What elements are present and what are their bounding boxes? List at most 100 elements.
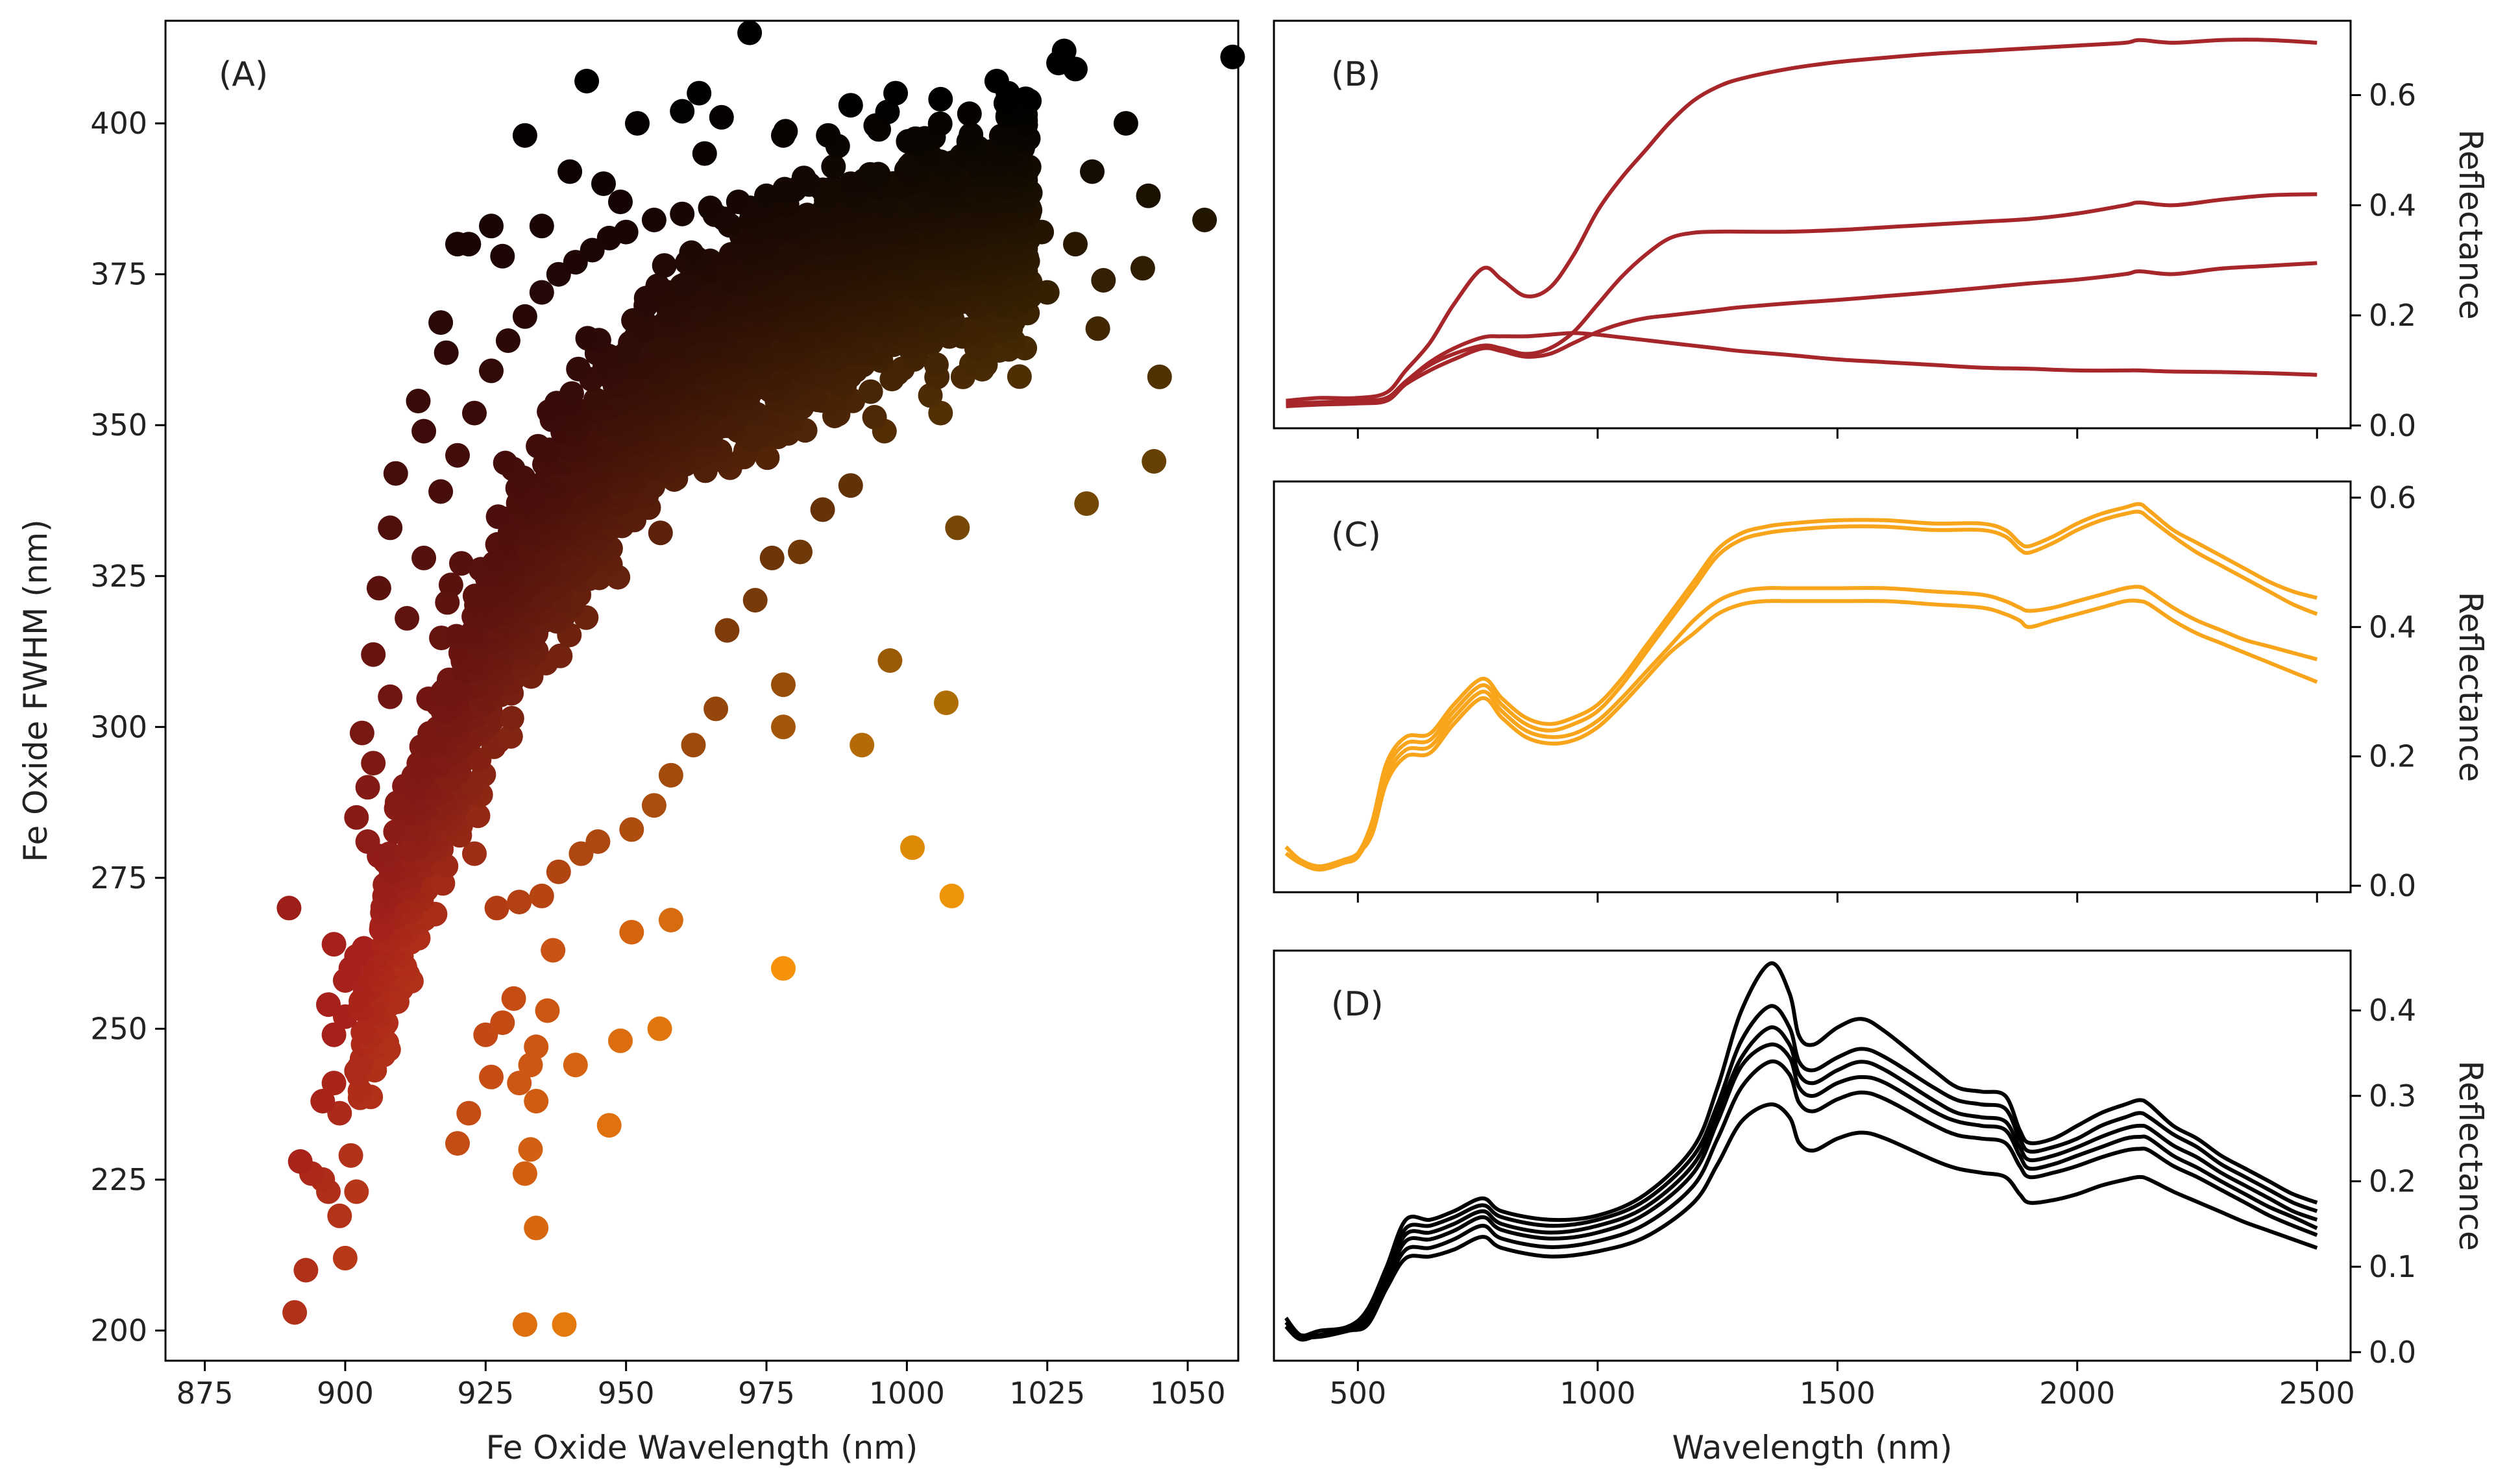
panel-c-axes: 0.0 0.2 0.4 0.6 [1356, 480, 2416, 903]
scatter-point [310, 1089, 336, 1113]
scatter-point [698, 195, 723, 221]
scatter-point [591, 171, 616, 197]
scatter-point [1051, 38, 1077, 64]
spectrum-line-spectrum-4 [1284, 1042, 2318, 1339]
scatter-point [883, 80, 909, 106]
scatter-point [559, 381, 584, 406]
scatter-point [462, 841, 487, 866]
scatter-point [293, 1258, 319, 1283]
scatter-point [816, 123, 841, 148]
scatter-point [479, 358, 504, 383]
scatter-point [771, 714, 796, 740]
x-tick-label: 950 [598, 1376, 655, 1411]
scatter-point [641, 208, 666, 232]
scatter-point [366, 576, 391, 601]
x-tick-label: 2000 [2039, 1376, 2115, 1411]
y-tick-label: 0.0 [2369, 868, 2416, 903]
scatter-point [438, 572, 463, 598]
scatter-point [351, 936, 376, 961]
scatter-point [647, 1016, 672, 1041]
scatter-point [934, 690, 959, 716]
scatter-point [378, 684, 403, 709]
scatter-point [838, 473, 863, 498]
scatter-point [619, 817, 644, 842]
y-tick-label: 225 [90, 1162, 147, 1197]
panel-b-label: (B) [1331, 55, 1380, 94]
scatter-point [512, 1161, 537, 1186]
y-tick-label: 0.0 [2369, 1335, 2416, 1370]
x-tick-label: 1025 [1009, 1376, 1085, 1411]
scatter-point [585, 829, 611, 854]
scatter-point [1091, 268, 1116, 293]
scatter-point [658, 908, 683, 932]
scatter-point [608, 189, 633, 215]
scatter-point [927, 111, 953, 136]
scatter-point [355, 775, 380, 800]
y-tick-label: 0.2 [2369, 739, 2416, 774]
scatter-point [484, 895, 509, 921]
scatter-point [652, 253, 677, 278]
scatter-point [546, 859, 571, 884]
scatter-point [679, 240, 704, 265]
x-tick-label: 2500 [2279, 1376, 2355, 1411]
scatter-point [490, 243, 515, 269]
scatter-point [321, 1071, 347, 1096]
scatter-point [715, 618, 740, 643]
scatter-point [512, 304, 537, 329]
panel-b-frame [1273, 19, 2352, 430]
spectrum-line-spectrum-1 [1284, 502, 2318, 869]
scatter-point [361, 751, 386, 776]
x-tick-label: 1000 [1559, 1376, 1635, 1411]
y-tick-label: 0.0 [2369, 408, 2416, 443]
scatter-point [759, 545, 785, 570]
scatter-point [928, 86, 953, 112]
scatter-point [395, 605, 420, 631]
scatter-point [552, 1312, 577, 1337]
scatter-point [788, 539, 813, 565]
y-tick-label: 300 [90, 709, 147, 744]
spectrum-line-spectrum-6 [1284, 1102, 2318, 1340]
scatter-point [810, 497, 835, 522]
y-tick-label: 250 [90, 1011, 147, 1046]
scatter-point [821, 154, 846, 179]
scatter-point [383, 461, 408, 486]
panel-c-label: (C) [1331, 516, 1381, 555]
scatter-point [791, 165, 816, 191]
scatter-point [1063, 232, 1088, 257]
panel-b-axes: 0.0 0.2 0.4 0.6 [1356, 78, 2416, 443]
scatter-point [1113, 111, 1138, 136]
y-tick-label: 325 [90, 559, 147, 594]
scatter-point [648, 520, 673, 546]
scatter-point [984, 69, 1009, 93]
scatter-point [1147, 364, 1172, 389]
scatter-point [355, 829, 380, 854]
scatter-point [596, 1113, 622, 1138]
y-tick-label: 0.4 [2369, 188, 2416, 223]
scatter-point [445, 1131, 470, 1156]
scatter-point [507, 890, 532, 915]
scatter-point [529, 883, 554, 908]
panel-d-x-axis-title: Wavelength (nm) [1672, 1429, 1953, 1466]
scatter-point [866, 162, 891, 187]
spectrum-line-spectrum-3 [1284, 585, 2318, 872]
scatter-point [755, 445, 780, 470]
scatter-point [332, 1245, 358, 1271]
scatter-point [376, 841, 402, 866]
panel-b-lines [1286, 38, 2317, 409]
panel-c-spectra: 0.0 0.2 0.4 0.6 (C) Reflectance [1273, 480, 2489, 903]
scatter-point [526, 433, 551, 459]
spectrum-line-spectrum-1 [1286, 38, 2317, 403]
y-tick-label: 400 [90, 106, 147, 141]
scatter-point [566, 356, 591, 382]
panel-a-scatter: 875 900 925 950 975 1000 1025 1050 200 225 250 275 3… [17, 19, 1245, 1466]
scatter-point [726, 189, 751, 215]
y-tick-label: 0.6 [2369, 480, 2416, 515]
scatter-point [709, 104, 734, 130]
scatter-point [499, 705, 524, 731]
scatter-point [1136, 183, 1161, 208]
spectrum-line-spectrum-2 [1284, 509, 2318, 872]
scatter-point [563, 1052, 588, 1078]
panel-d-label: (D) [1331, 985, 1384, 1024]
x-tick-label: 875 [177, 1376, 234, 1411]
x-tick-label: 975 [738, 1376, 795, 1411]
